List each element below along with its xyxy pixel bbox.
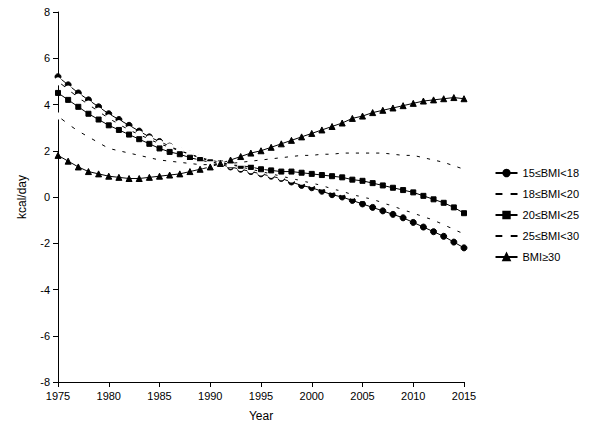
svg-text:2: 2: [44, 145, 50, 157]
svg-text:1975: 1975: [46, 390, 70, 402]
svg-text:0: 0: [44, 191, 50, 203]
svg-text:20≤BMI<25: 20≤BMI<25: [523, 209, 580, 221]
svg-text:1985: 1985: [147, 390, 171, 402]
svg-text:2000: 2000: [300, 390, 324, 402]
svg-text:2005: 2005: [350, 390, 374, 402]
svg-text:8: 8: [44, 6, 50, 18]
svg-text:6: 6: [44, 52, 50, 64]
svg-text:15≤BMI<18: 15≤BMI<18: [523, 167, 580, 179]
svg-text:BMI≥30: BMI≥30: [523, 251, 561, 263]
svg-text:25≤BMI<30: 25≤BMI<30: [523, 230, 580, 242]
svg-text:-2: -2: [40, 237, 50, 249]
svg-text:-4: -4: [40, 284, 50, 296]
svg-text:1990: 1990: [198, 390, 222, 402]
svg-text:kcal/day: kcal/day: [15, 175, 29, 219]
svg-text:-8: -8: [40, 376, 50, 388]
svg-text:1980: 1980: [97, 390, 121, 402]
svg-text:18≤BMI<20: 18≤BMI<20: [523, 188, 580, 200]
svg-text:Year: Year: [249, 409, 273, 423]
svg-text:4: 4: [44, 99, 50, 111]
svg-text:-6: -6: [40, 330, 50, 342]
svg-text:2015: 2015: [452, 390, 476, 402]
svg-text:1995: 1995: [249, 390, 273, 402]
svg-text:2010: 2010: [401, 390, 425, 402]
